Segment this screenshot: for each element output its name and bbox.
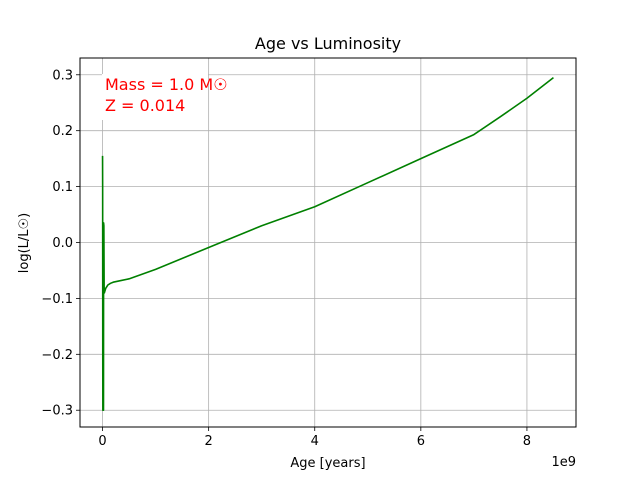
y-tick-label: −0.1	[41, 292, 73, 307]
annotation-layer: Mass = 1.0 M☉ Z = 0.014	[102, 74, 228, 120]
annotation-mass: Mass = 1.0 M☉	[105, 75, 228, 94]
annotation-background	[102, 74, 208, 120]
y-tick-label: 0.1	[52, 180, 73, 195]
chart-title: Age vs Luminosity	[255, 34, 401, 53]
y-tick-label: 0.0	[52, 236, 73, 251]
annotation-metallicity: Z = 0.014	[105, 96, 185, 115]
x-axis-label: Age [years]	[290, 456, 365, 471]
y-tick-label: 0.2	[52, 124, 73, 139]
x-tick-label: 8	[523, 434, 531, 449]
plot-layer	[101, 76, 554, 412]
y-tick-label: 0.3	[52, 68, 73, 83]
y-axis-label: log(L/L☉)	[17, 213, 32, 273]
x-tick-label: 2	[205, 434, 213, 449]
ticks-layer: 0 2 4 6 8 −0.3 −0.2 −0.1 0.0 0.1 0.2 0.3	[41, 68, 531, 449]
x-tick-label: 6	[417, 434, 425, 449]
x-tick-label: 4	[311, 434, 319, 449]
y-tick-label: −0.3	[41, 404, 73, 419]
luminosity-series-line	[101, 76, 554, 412]
y-tick-label: −0.2	[41, 348, 73, 363]
x-axis-offset-label: 1e9	[551, 455, 576, 470]
x-tick-label: 0	[98, 434, 106, 449]
